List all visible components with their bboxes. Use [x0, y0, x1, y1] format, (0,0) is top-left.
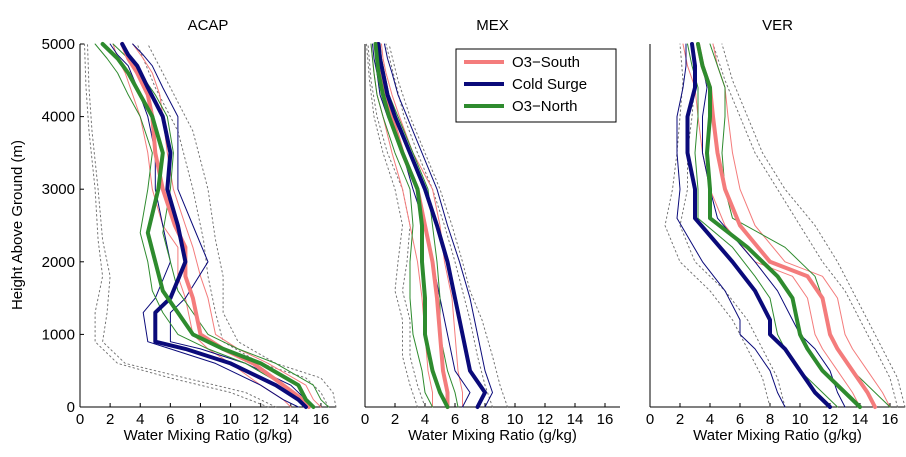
o3-south-spread-line-ver	[712, 43, 891, 408]
legend-label: O3−North	[512, 98, 577, 115]
o3-north-mean-line-ver	[696, 42, 862, 409]
x-tick-label-mex: 0	[361, 411, 369, 428]
x-tick-label-acap: 0	[76, 411, 84, 428]
o3-north-spread-line-mex	[379, 43, 459, 408]
envelope-line-acap	[87, 43, 277, 408]
figure-y-axis-label: Height Above Ground (m)	[9, 140, 26, 310]
x-tick-label-acap: 4	[136, 411, 144, 428]
legend-label: Cold Surge	[512, 76, 587, 93]
x-tick-label-acap: 12	[252, 411, 269, 428]
y-tick-label-acap: 0	[67, 399, 75, 416]
panels: 0 2 4 6 8 10 12 14 16010002000300040005000ACAPWa…	[42, 17, 906, 444]
cold-surge-mean-line-mex	[376, 42, 487, 409]
o3-south-spread-line-acap	[112, 43, 292, 408]
o3-north-spread-line-acap	[94, 43, 307, 408]
x-tick-label-ver: 8	[766, 411, 774, 428]
panel-title-ver: VER	[762, 17, 793, 34]
o3-north-mean-line-mex	[373, 42, 450, 409]
x-tick-label-mex: 6	[451, 411, 459, 428]
o3-north-spread-line-acap	[112, 43, 329, 408]
y-tick-label-acap: 2000	[42, 254, 75, 271]
cold-surge-mean-line-acap	[120, 42, 308, 409]
envelope-line-ver	[712, 43, 898, 408]
cold-surge-mean-line-ver	[685, 42, 832, 409]
cold-surge-spread-line-ver	[676, 43, 786, 408]
x-tick-label-mex: 2	[391, 411, 399, 428]
x-tick-label-acap: 2	[106, 411, 114, 428]
x-axis-label-ver: Water Mixing Ratio (g/kg)	[693, 427, 862, 444]
x-tick-label-mex: 14	[567, 411, 584, 428]
legend: O3−South Cold Surge O3−North	[455, 48, 617, 123]
x-tick-label-mex: 4	[421, 411, 429, 428]
x-tick-label-acap: 16	[313, 411, 330, 428]
panel-title-acap: ACAP	[188, 17, 229, 34]
x-tick-label-mex: 8	[481, 411, 489, 428]
envelope-line-ver	[679, 43, 786, 408]
o3-north-mean-line-acap	[100, 42, 316, 409]
envelope-line-ver	[664, 43, 771, 408]
y-tick-label-acap: 4000	[42, 109, 75, 126]
x-tick-label-acap: 14	[282, 411, 299, 428]
x-tick-label-ver: 4	[706, 411, 714, 428]
y-tick-label-acap: 5000	[42, 36, 75, 53]
envelope-line-mex	[385, 43, 493, 408]
x-tick-label-ver: 2	[676, 411, 684, 428]
x-tick-label-mex: 16	[597, 411, 614, 428]
panel-acap: 0 2 4 6 8 10 12 14 16 0 1000 2000 3000 4000 5000 ACAP Wa…	[42, 17, 337, 444]
x-tick-label-ver: 14	[852, 411, 869, 428]
x-axis-label-mex: Water Mixing Ratio (g/kg)	[408, 427, 577, 444]
envelope-line-mex	[367, 43, 426, 408]
panel-ver: 0 2 4 6 8 10 12 14 16 VER Water Mixing Ratio (g/kg…	[646, 17, 906, 444]
envelope-line-mex	[388, 43, 508, 408]
o3-south-spread-line-acap	[132, 43, 322, 408]
envelope-line-acap	[147, 43, 337, 408]
legend-label: O3−South	[512, 54, 580, 71]
y-tick-label-acap: 1000	[42, 326, 75, 343]
envelope-line-acap	[84, 43, 269, 408]
x-tick-label-ver: 0	[646, 411, 654, 428]
x-axis-label-acap: Water Mixing Ratio (g/kg)	[124, 427, 293, 444]
panel-mex: 0 2 4 6 8 10 12 14 16 MEX Water Mixing Ratio (g/kg…	[361, 17, 620, 444]
envelope-line-acap	[136, 43, 329, 408]
x-tick-label-ver: 16	[882, 411, 899, 428]
envelope-line-ver	[721, 43, 906, 408]
x-tick-label-mex: 10	[507, 411, 524, 428]
o3-south-spread-line-mex	[381, 43, 463, 408]
panel-title-mex: MEX	[476, 17, 509, 34]
cold-surge-spread-line-acap	[109, 43, 299, 408]
o3-north-spread-line-mex	[370, 43, 433, 408]
o3-south-mean-line-acap	[120, 42, 311, 409]
cold-surge-spread-line-ver	[697, 43, 846, 408]
x-tick-label-ver: 10	[792, 411, 809, 428]
envelope-line-mex	[366, 43, 418, 408]
x-tick-label-ver: 12	[822, 411, 839, 428]
x-tick-label-acap: 6	[166, 411, 174, 428]
cold-surge-spread-line-mex	[384, 43, 493, 408]
x-tick-label-ver: 6	[736, 411, 744, 428]
x-tick-label-acap: 8	[196, 411, 204, 428]
y-tick-label-acap: 3000	[42, 181, 75, 198]
x-tick-label-acap: 10	[222, 411, 239, 428]
x-tick-label-mex: 12	[537, 411, 554, 428]
